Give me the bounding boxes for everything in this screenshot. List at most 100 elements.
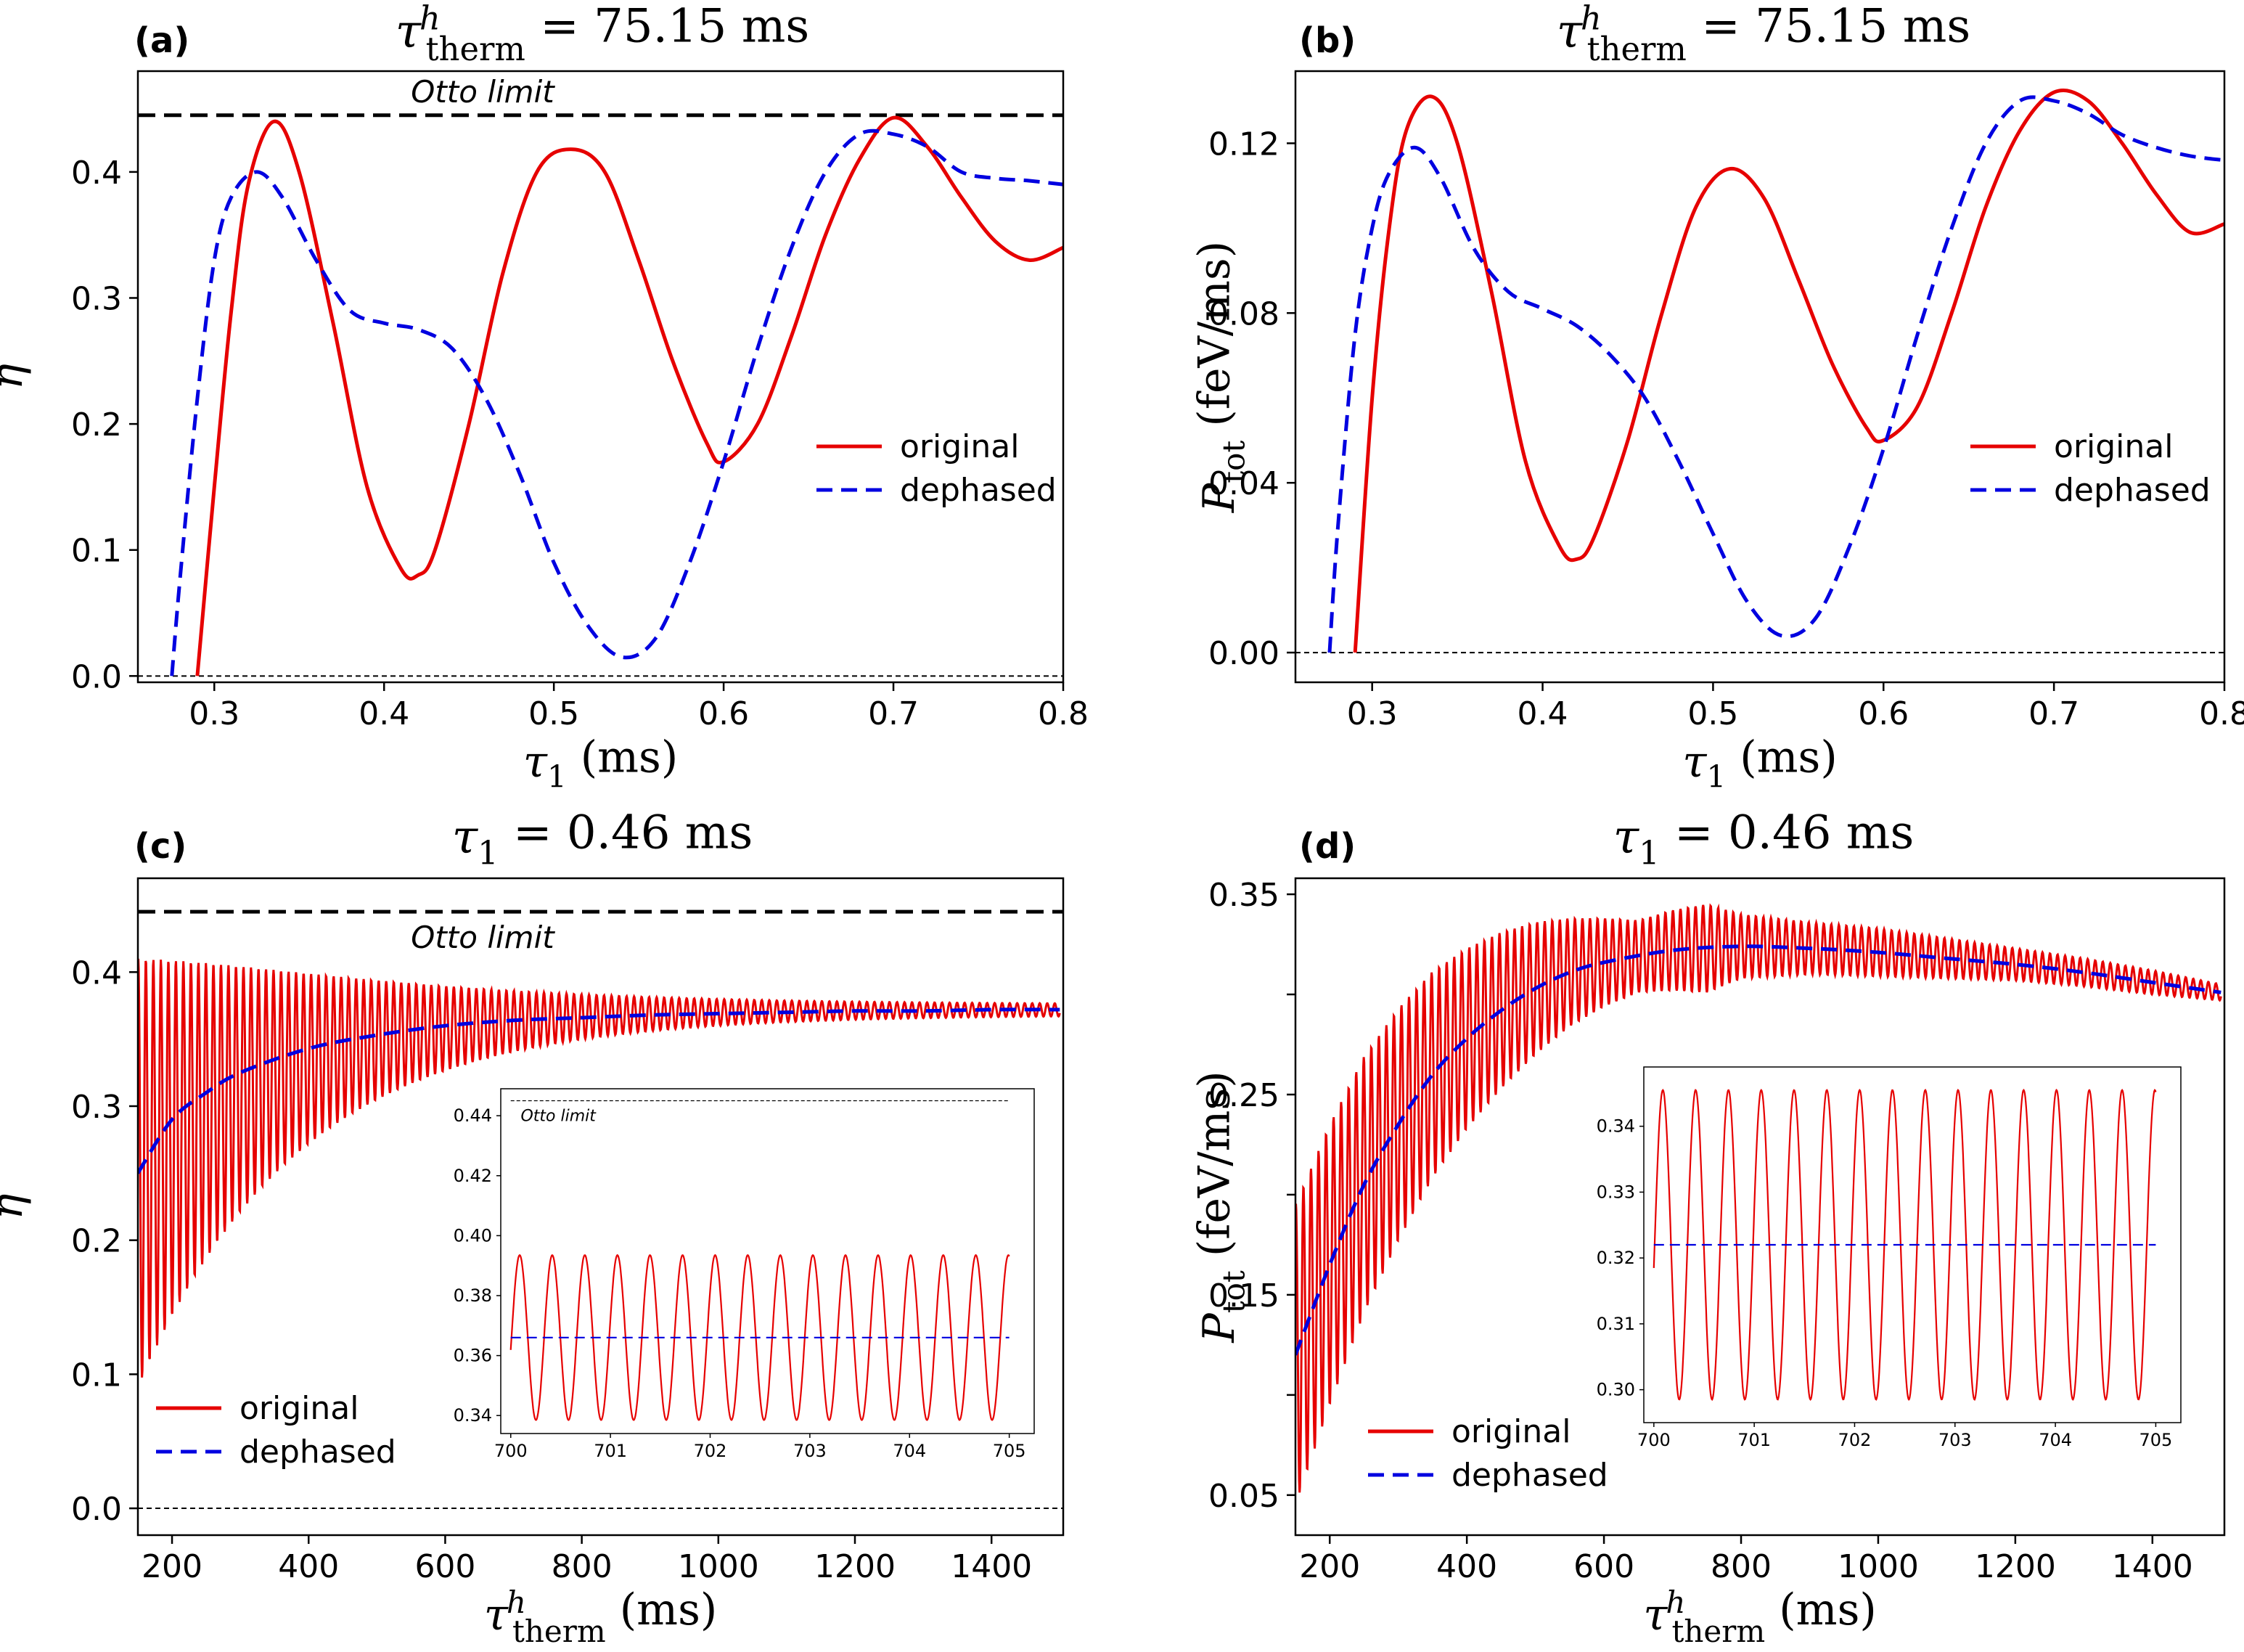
plot-frame-b — [1294, 70, 2226, 684]
y-tick-label-c: 0.4 — [71, 954, 122, 991]
series-dephased-a — [170, 128, 1063, 676]
panel-title-b-main: τ — [1557, 5, 1584, 59]
inset-y-tick-label-c: 0.36 — [454, 1346, 492, 1366]
plot-frame-d — [1294, 877, 2226, 1537]
y-tick-label-c: 0.2 — [71, 1223, 122, 1260]
panel-title-c: τ1 = 0.46 ms — [452, 806, 753, 872]
y-tick-label-d: 0.25 — [1208, 1077, 1279, 1114]
x-tick-label-b: 0.3 — [1347, 695, 1398, 732]
x-axis-label-a-rest: (ms) — [567, 732, 679, 783]
x-tick-label-d: 1200 — [1975, 1548, 2056, 1585]
x-axis-label-a-main: τ — [523, 737, 548, 788]
plot-area-d — [1295, 903, 2222, 1493]
x-tick-label-c: 1400 — [951, 1548, 1032, 1585]
x-axis-label-b-sub: 1 — [1706, 759, 1726, 795]
inset-y-tick-label-d: 0.33 — [1597, 1182, 1635, 1202]
inset-y-tick-label-d: 0.32 — [1597, 1248, 1635, 1268]
x-tick-label-d: 200 — [1299, 1548, 1360, 1585]
y-axis-label-d-rest: (feV/ms) — [1189, 1071, 1240, 1270]
x-tick-label-c: 200 — [142, 1548, 202, 1585]
x-tick-label-a: 0.4 — [359, 695, 409, 732]
x-tick-label-c: 600 — [414, 1548, 475, 1585]
x-axis-label-c-main: τ — [484, 1590, 509, 1640]
legend-c: original dephased — [156, 1390, 396, 1471]
x-tick-label-d: 400 — [1436, 1548, 1497, 1585]
y-axis-label-d-sub: tot — [1216, 1270, 1252, 1313]
y-axis-label-c: η — [0, 1193, 33, 1219]
y-tick-label-b: 0.12 — [1208, 126, 1279, 163]
series-original-d — [1295, 903, 2222, 1493]
series-dephased-b — [1327, 95, 2224, 653]
x-tick-label-a: 0.3 — [189, 695, 239, 732]
x-axis-label-d-rest: (ms) — [1765, 1584, 1877, 1635]
x-axis-label-c-sup: h — [507, 1584, 526, 1620]
x-axis-label-c-rest: (ms) — [606, 1584, 718, 1635]
series-dephased-d — [1295, 944, 2222, 1356]
x-tick-label-d: 1400 — [2112, 1548, 2193, 1585]
panel-title-a-sub: therm — [426, 30, 525, 68]
inset-x-tick-label-d: 705 — [2139, 1430, 2173, 1450]
y-axis-label-b-sub: tot — [1216, 441, 1252, 483]
x-tick-label-b: 0.6 — [1858, 695, 1909, 732]
plot-area-c — [138, 958, 1061, 1378]
y-tick-label-a: 0.2 — [71, 406, 122, 443]
x-tick-label-c: 1200 — [814, 1548, 896, 1585]
inset-x-tick-label-d: 700 — [1637, 1430, 1671, 1450]
x-axis-label-b: τ1 (ms) — [1682, 732, 1838, 795]
y-tick-label-c: 0.0 — [71, 1491, 122, 1528]
legend-d: original dephased — [1368, 1413, 1608, 1494]
inset-d: 700 701 702 703 704 705 0.30 0.31 0.32 0.33 0.34 — [1597, 1066, 2182, 1450]
inset-original-curve-d — [1653, 1088, 2157, 1402]
panel-title-b-rest: = 75.15 ms — [1687, 0, 1970, 53]
y-tick-label-b: 0.04 — [1208, 465, 1279, 502]
y-tick-label-a: 0.0 — [71, 658, 122, 695]
x-tick-label-b: 0.4 — [1518, 695, 1568, 732]
y-axis-label-d: Ptot (feV/ms) — [1189, 1071, 1252, 1343]
y-tick-label-a: 0.3 — [71, 280, 122, 317]
panel-label-d: (d) — [1299, 826, 1356, 867]
x-axis-label-a-sub: 1 — [547, 759, 567, 795]
x-tick-label-a: 0.5 — [528, 695, 579, 732]
panel-title-b-sup: h — [1581, 0, 1602, 37]
x-axis-label-a: τ1 (ms) — [523, 732, 679, 795]
legend-label-original: original — [1451, 1413, 1571, 1450]
y-tick-label-c: 0.3 — [71, 1089, 122, 1126]
series-original-a — [195, 115, 1063, 676]
y-axis-label-a: η — [0, 364, 33, 390]
inset-x-tick-label-d: 701 — [1737, 1430, 1771, 1450]
y-tick-label-c: 0.1 — [71, 1357, 122, 1394]
y-axis-label-b: Ptot (feV/ms) — [1189, 241, 1252, 513]
panel-title-b: τh therm = 75.15 ms — [1557, 0, 1971, 68]
legend-b: original dephased — [1970, 428, 2211, 509]
x-axis-label-d-sub: therm — [1672, 1614, 1766, 1649]
y-axis-label-b-main: P — [1194, 482, 1245, 513]
inset-y-tick-label-d: 0.30 — [1597, 1380, 1635, 1400]
x-axis-label-d-sup: h — [1666, 1584, 1685, 1620]
panel-title-d-rest: = 0.46 ms — [1660, 806, 1915, 859]
x-axis-label-c: τh therm (ms) — [484, 1584, 718, 1649]
legend-label-original: original — [900, 428, 1019, 465]
panel-title-a: τh therm = 75.15 ms — [396, 0, 810, 68]
inset-x-tick-label-d: 704 — [2039, 1430, 2072, 1450]
series-original-b — [1353, 89, 2224, 653]
inset-c: 700 701 702 703 704 705 0.34 0.36 0.38 0.40 0.42 0.… — [454, 1088, 1035, 1461]
inset-y-tick-label-d: 0.34 — [1597, 1116, 1635, 1137]
y-axis-label-d-main: P — [1194, 1312, 1245, 1344]
panel-title-d-main: τ — [1613, 811, 1640, 864]
panel-title-c-rest: = 0.46 ms — [499, 806, 753, 859]
inset-y-tick-label-d: 0.31 — [1597, 1314, 1635, 1334]
panel-a: 0.3 0.4 0.5 0.6 0.7 0.8 0.0 0.1 0.2 0.3 0.4 Otto li… — [0, 0, 1089, 795]
inset-x-tick-label-d: 703 — [1938, 1430, 1972, 1450]
x-axis-label-d-main: τ — [1643, 1590, 1668, 1640]
x-axis-label-d: τh therm (ms) — [1643, 1584, 1877, 1649]
panel-label-c: (c) — [134, 826, 187, 867]
inset-x-tick-label-d: 702 — [1838, 1430, 1872, 1450]
legend-label-dephased: dephased — [900, 472, 1057, 509]
panel-title-d: τ1 = 0.46 ms — [1613, 806, 1915, 872]
x-tick-label-d: 600 — [1573, 1548, 1634, 1585]
panel-c: 200 400 600 800 1000 1200 1400 0.0 0.1 0.2 0.3 0.4 O… — [0, 806, 1065, 1649]
panel-title-a-sup: h — [419, 0, 441, 37]
x-tick-label-b: 0.5 — [1687, 695, 1738, 732]
plot-frame-a — [136, 70, 1065, 684]
